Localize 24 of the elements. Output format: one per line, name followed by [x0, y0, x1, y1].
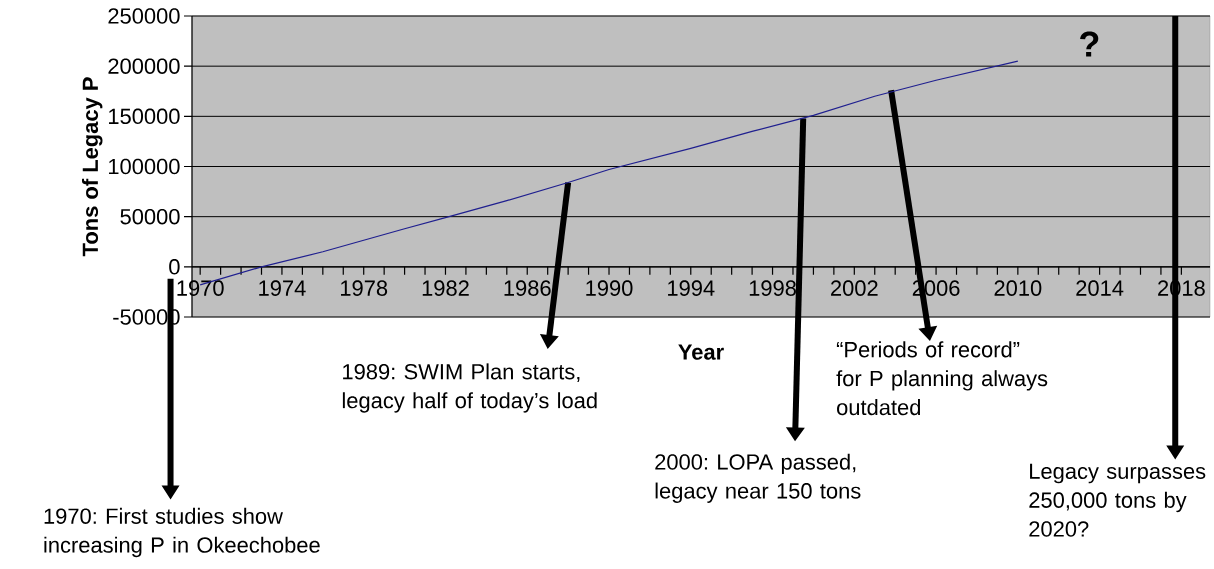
- annotation: ?: [1080, 31, 1099, 57]
- x-tick-label: 2002: [831, 280, 878, 296]
- y-tick-label: 250000: [108, 8, 180, 24]
- x-tick-label: 1998: [749, 280, 796, 296]
- x-tick-label: 1974: [259, 280, 306, 296]
- annotation: 1989: SWIM Plan starts, legacy half of today’s load: [342, 363, 597, 413]
- y-tick-label: 0: [169, 259, 180, 275]
- annotation: 2000: LOPA passed, legacy near 150 tons: [655, 453, 861, 503]
- x-tick-label: 1994: [668, 280, 715, 296]
- y-axis-title: Tons of Legacy P: [81, 77, 103, 257]
- x-tick-label: 1986: [504, 280, 551, 296]
- x-axis-title: Year: [678, 344, 724, 360]
- y-tick-label: 150000: [109, 108, 180, 125]
- x-tick-label: 2014: [1076, 280, 1124, 296]
- text: Legacy surpasses 250,000 tons by 2020?: [1029, 463, 1206, 537]
- x-tick-label: 1982: [422, 280, 469, 296]
- y-tick-label: 50000: [120, 208, 180, 225]
- y-tick-label: 200000: [108, 58, 180, 74]
- text: 1970: First studies show increasing P in Okeechobee: [44, 507, 320, 558]
- y-tick-label: 100000: [109, 158, 180, 175]
- x-tick-label: 2010: [994, 280, 1042, 296]
- annotation: “Periods of record” for P planning always outdated: [836, 341, 1048, 416]
- x-tick-label: 1978: [341, 280, 388, 296]
- x-tick-label: 1990: [586, 280, 633, 296]
